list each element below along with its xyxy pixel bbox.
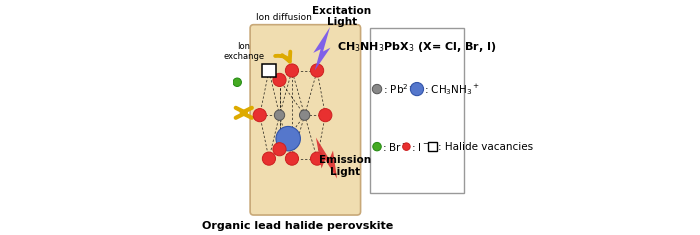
Circle shape: [233, 78, 242, 86]
Circle shape: [273, 73, 286, 86]
Text: : CH$_3$NH$_3$$^+$: : CH$_3$NH$_3$$^+$: [424, 82, 480, 97]
Circle shape: [262, 152, 276, 165]
Text: Ion
exchange: Ion exchange: [223, 42, 265, 61]
Bar: [428, 142, 437, 151]
Circle shape: [276, 126, 300, 151]
Circle shape: [402, 143, 410, 150]
Text: : Pb$^{2+}$: : Pb$^{2+}$: [383, 82, 416, 96]
Text: Ion diffusion: Ion diffusion: [256, 13, 312, 22]
Circle shape: [300, 110, 310, 120]
FancyBboxPatch shape: [250, 25, 360, 215]
Text: : Br$^-$: : Br$^-$: [382, 141, 410, 153]
Circle shape: [253, 109, 266, 122]
Polygon shape: [316, 137, 337, 179]
Text: Excitation
Light: Excitation Light: [312, 6, 371, 27]
FancyBboxPatch shape: [370, 28, 464, 193]
Polygon shape: [314, 27, 330, 70]
Circle shape: [273, 143, 286, 156]
Text: Organic lead halide perovskite: Organic lead halide perovskite: [202, 221, 393, 231]
Circle shape: [410, 82, 424, 96]
Text: Emission
Light: Emission Light: [319, 155, 372, 177]
Circle shape: [286, 64, 298, 77]
Bar: [262, 64, 276, 77]
Circle shape: [373, 142, 382, 151]
Circle shape: [274, 110, 285, 120]
Circle shape: [286, 152, 298, 165]
Text: : I$^-$: : I$^-$: [412, 141, 430, 153]
Text: CH$_3$NH$_3$PbX$_3$ (X= Cl, Br, I): CH$_3$NH$_3$PbX$_3$ (X= Cl, Br, I): [337, 40, 497, 54]
Text: : Halide vacancies: : Halide vacancies: [438, 142, 533, 152]
Circle shape: [372, 84, 382, 94]
Circle shape: [311, 152, 323, 165]
Circle shape: [311, 64, 323, 77]
Circle shape: [318, 109, 332, 122]
